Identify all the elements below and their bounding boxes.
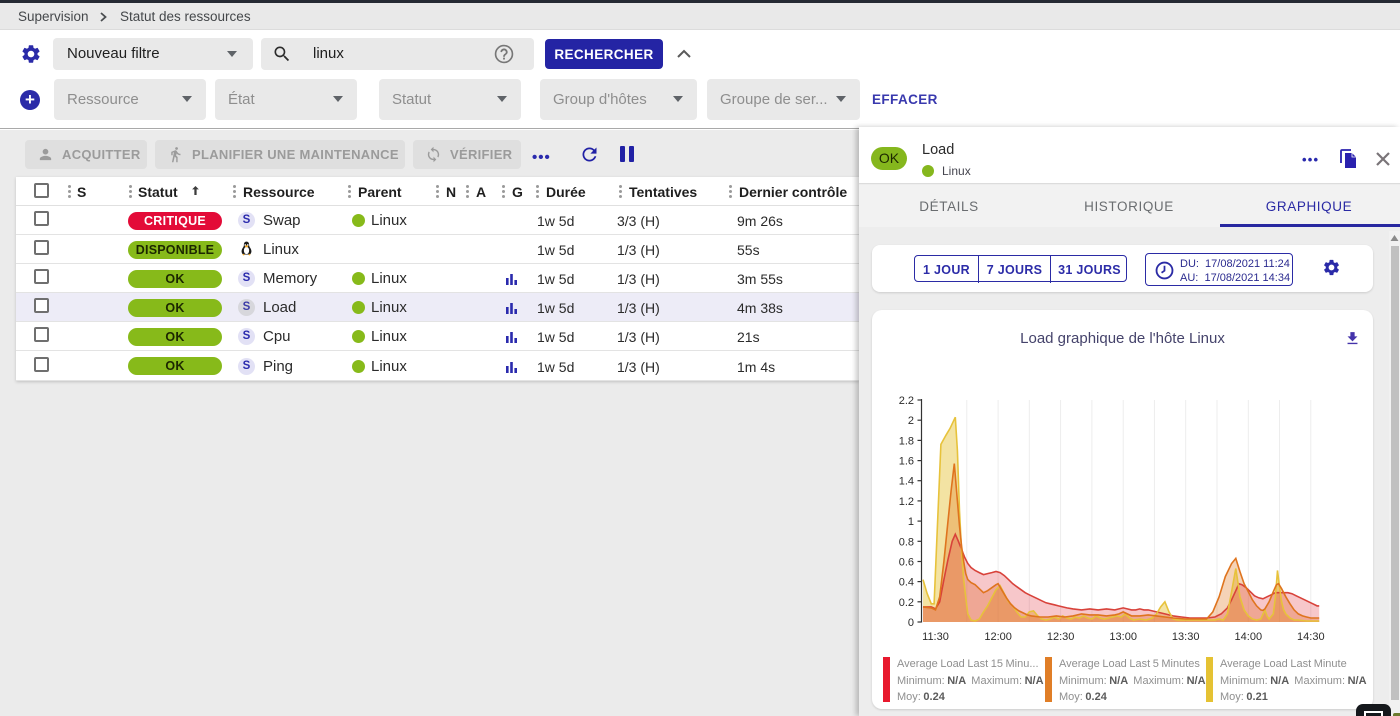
svg-text:0: 0 xyxy=(908,617,914,629)
svg-text:2: 2 xyxy=(908,415,914,427)
svg-text:2.2: 2.2 xyxy=(899,395,914,407)
svg-text:0.4: 0.4 xyxy=(899,577,914,589)
svg-text:0.8: 0.8 xyxy=(899,536,914,548)
svg-text:14:30: 14:30 xyxy=(1297,631,1325,643)
svg-text:12:00: 12:00 xyxy=(984,631,1012,643)
svg-text:14:00: 14:00 xyxy=(1235,631,1263,643)
svg-text:13:00: 13:00 xyxy=(1109,631,1137,643)
svg-text:1.2: 1.2 xyxy=(899,496,914,508)
svg-text:0.6: 0.6 xyxy=(899,557,914,569)
svg-text:1.4: 1.4 xyxy=(899,476,914,488)
svg-text:12:30: 12:30 xyxy=(1047,631,1075,643)
svg-text:1.8: 1.8 xyxy=(899,435,914,447)
svg-text:13:30: 13:30 xyxy=(1172,631,1200,643)
svg-text:0.2: 0.2 xyxy=(899,597,914,609)
svg-text:11:30: 11:30 xyxy=(922,631,949,643)
svg-text:1: 1 xyxy=(908,516,914,528)
svg-text:1.6: 1.6 xyxy=(899,456,914,468)
